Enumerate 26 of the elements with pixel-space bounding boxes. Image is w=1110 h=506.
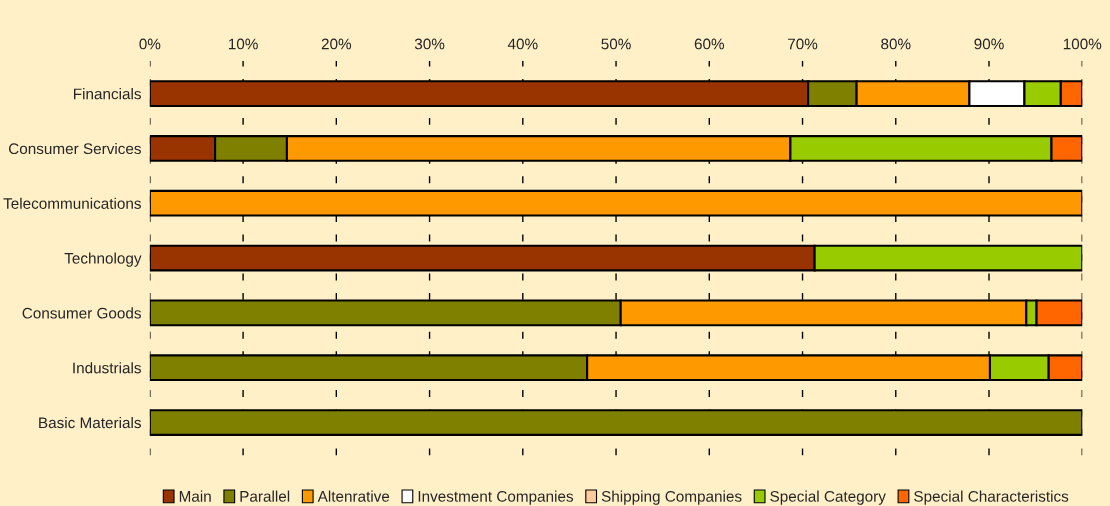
x-tick-label: 100% [1063,38,1102,50]
x-tick-label: 80% [881,38,911,50]
x-tick-label: 0% [139,38,161,50]
legend-label: Special Characteristics [914,490,1069,505]
x-tick-label: 50% [601,38,631,50]
x-tick-label: 70% [788,38,818,50]
y-tick-label: Consumer Goods [22,307,141,319]
x-tick-label: 40% [507,38,538,50]
legend-label: Shipping Companies [601,490,742,505]
x-tick-label: 90% [974,38,1004,50]
legend-label: Altenrative [317,490,390,502]
x-tick-label: 60% [694,38,725,50]
bar [149,409,1083,436]
x-tick-label: 10% [228,38,258,50]
x-tick-label: 30% [414,38,445,50]
x-tick-label: 20% [321,38,352,50]
y-tick-label: Basic Materials [39,416,141,429]
legend-label: Main [179,490,211,502]
y-tick-label: Consumer Services [9,142,141,155]
legend-label: Parallel [240,490,290,502]
y-tick-label: Telecommunications [3,197,141,209]
legend-label: Special Category [770,490,886,505]
y-tick-label: Technology [64,252,142,267]
y-tick-label: Industrials [73,362,141,374]
y-tick-label: Financials [73,88,141,100]
legend-label: Investment Companies [418,490,574,505]
